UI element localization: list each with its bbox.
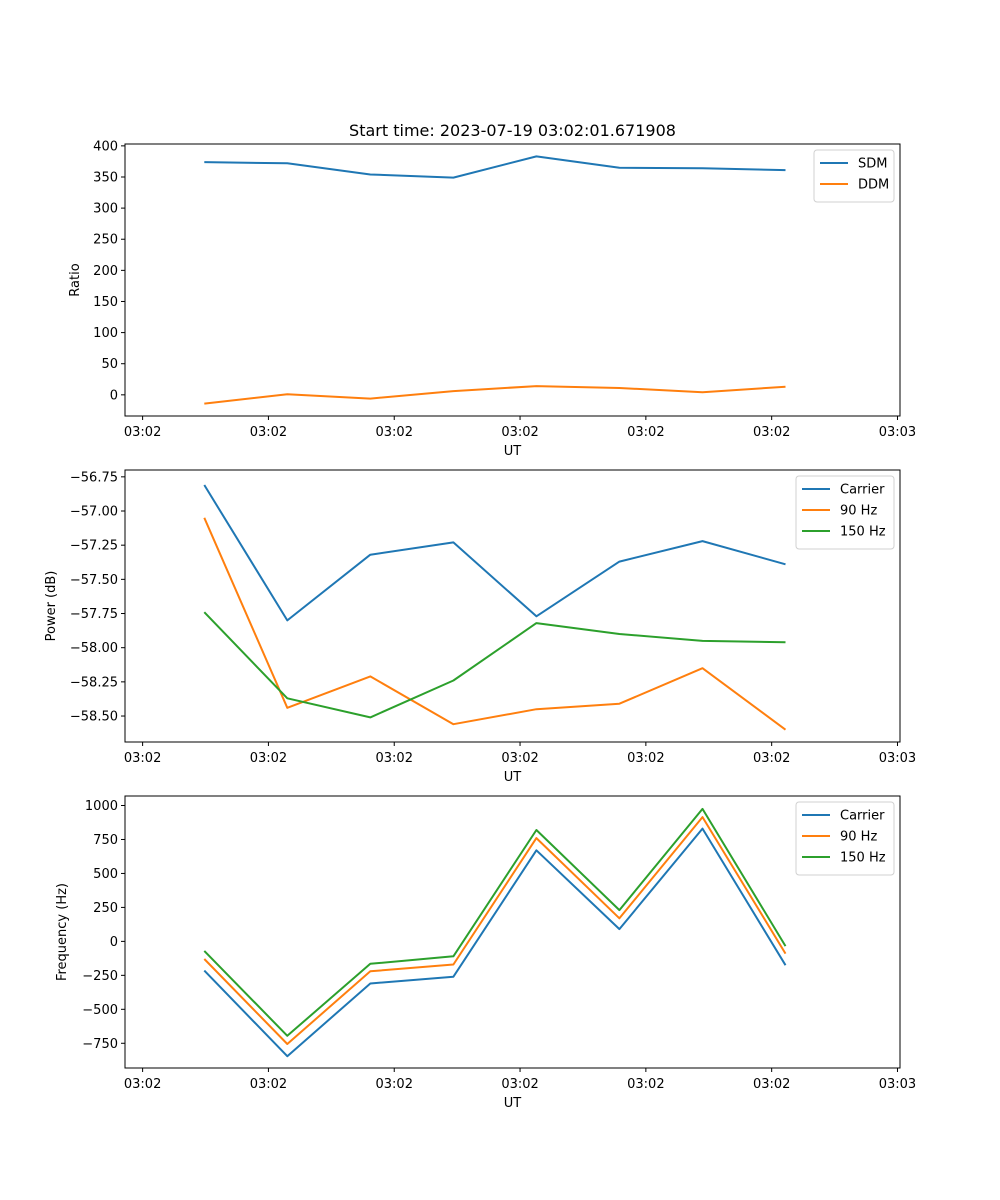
x-tick-label: 03:02 [124,1077,161,1092]
x-tick-label: 03:02 [376,1077,413,1092]
x-tick-label: 03:02 [501,1077,538,1092]
legend-label: SDM [858,157,887,172]
y-tick-label: 500 [93,867,118,882]
x-tick-label: 03:02 [753,425,790,440]
y-tick-label: 250 [93,233,118,248]
panels: 03:02 03:02 03:02 03:02 03:02 03:02 03:03 0 50 10… [44,139,916,1111]
y-tick-label: −250 [82,969,118,984]
y-tick-label: 0 [110,935,118,950]
y-tick-label: −57.25 [70,539,118,554]
x-tick-label: 03:02 [627,1077,664,1092]
x-tick-label: 03:02 [124,425,161,440]
x-tick-label: 03:02 [501,751,538,766]
x-tick-label: 03:02 [250,751,287,766]
x-tick-label: 03:02 [250,1077,287,1092]
legend-label: Carrier [840,483,885,498]
y-tick-label: −58.50 [70,710,118,725]
y-tick-label: 50 [101,357,118,372]
y-tick-label: −58.00 [70,641,118,656]
y-tick-label: 300 [93,202,118,217]
legend-label: 150 Hz [840,851,886,866]
x-tick-label: 03:02 [501,425,538,440]
x-axis-label: UT [504,770,522,785]
series-line-sdm [204,155,786,179]
panel-2: 03:02 03:02 03:02 03:02 03:02 03:02 03:03 −58.5… [44,469,916,785]
y-tick-label: −500 [82,1003,118,1018]
panel-3: 03:02 03:02 03:02 03:02 03:02 03:02 03:03 −750 −… [55,795,916,1111]
legend-label: 90 Hz [840,830,877,845]
x-tick-label: 03:02 [376,425,413,440]
y-tick-label: 400 [93,139,118,154]
x-tick-label: 03:03 [879,425,916,440]
series-line-carrier [203,827,787,1058]
panel-1: 03:02 03:02 03:02 03:02 03:02 03:02 03:03 0 50 10… [68,139,916,459]
y-tick-label: −58.25 [70,675,118,690]
y-tick-label: 250 [93,901,118,916]
series-line-150-hz [203,807,787,1037]
series-line-carrier [203,484,786,622]
y-tick-label: 200 [93,264,118,279]
y-axis-label: Ratio [68,263,83,296]
y-tick-label: 0 [110,388,118,403]
y-axis-label: Frequency (Hz) [55,883,70,981]
x-tick-label: 03:02 [627,751,664,766]
y-axis-label: Power (dB) [44,571,59,642]
legend-label: 90 Hz [840,504,877,519]
axes-frame [124,469,901,743]
y-tick-label: 150 [93,295,118,310]
series-line-90-hz [203,517,787,731]
y-tick-label: −57.75 [70,607,118,622]
x-tick-label: 03:02 [376,751,413,766]
x-tick-label: 03:02 [753,751,790,766]
x-tick-label: 03:02 [753,1077,790,1092]
legend-label: Carrier [840,809,885,824]
x-tick-label: 03:02 [250,425,287,440]
y-tick-label: 350 [93,170,118,185]
axes-frame [124,143,901,417]
y-tick-label: 1000 [85,799,118,814]
x-tick-label: 03:03 [879,751,916,766]
legend: Carrier 90 Hz 150 Hz [795,801,895,876]
chart-title: Start time: 2023-07-19 03:02:01.671908 [349,121,676,140]
y-tick-label: −57.50 [70,573,118,588]
series-line-ddm [204,385,786,405]
legend-label: 150 Hz [840,525,886,540]
x-axis-label: UT [504,444,522,459]
y-tick-label: −56.75 [70,470,118,485]
y-tick-label: −750 [82,1037,118,1052]
series-line-90-hz [203,816,787,1045]
legend-label: DDM [858,178,889,193]
legend: Carrier 90 Hz 150 Hz [795,475,895,550]
y-tick-label: 750 [93,833,118,848]
x-tick-label: 03:02 [124,751,161,766]
y-tick-label: −57.00 [70,505,118,520]
axes-frame [124,795,901,1069]
x-tick-label: 03:02 [627,425,664,440]
x-tick-label: 03:03 [879,1077,916,1092]
y-tick-label: 100 [93,326,118,341]
series-line-150-hz [203,611,786,719]
legend: SDM DDM [813,149,895,203]
x-axis-label: UT [504,1096,522,1111]
